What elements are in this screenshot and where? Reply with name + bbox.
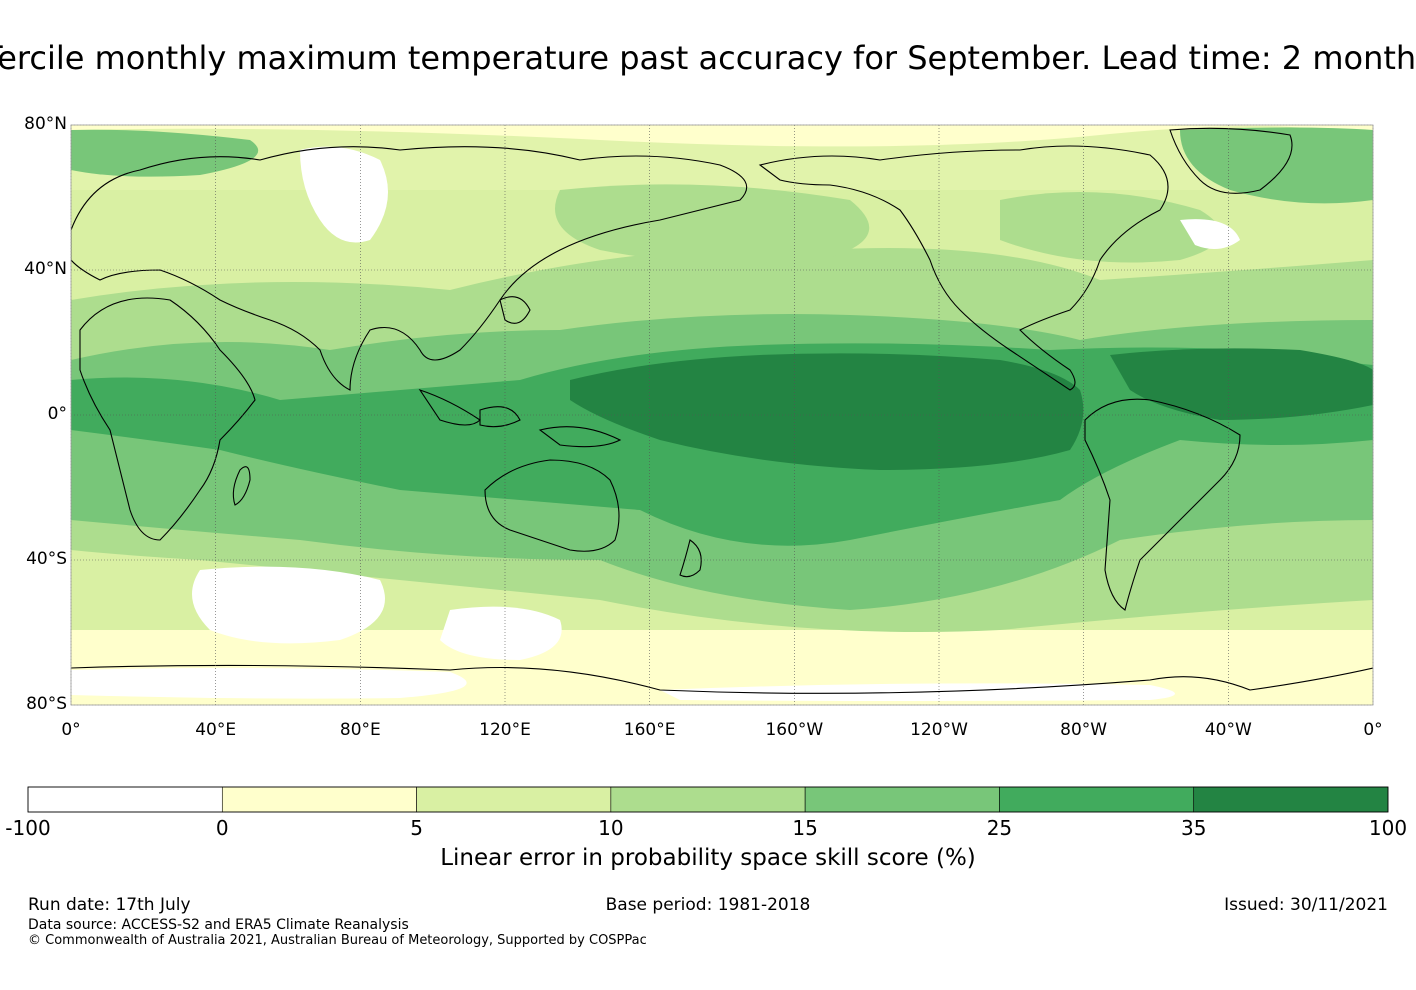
colorbar-segment bbox=[999, 786, 1195, 813]
skill-zone-35-plus-pacific bbox=[570, 353, 1084, 470]
data-source: Data source: ACCESS-S2 and ERA5 Climate … bbox=[28, 917, 409, 933]
coastline-africa bbox=[79, 297, 256, 541]
latitude-label: 80°S bbox=[26, 694, 67, 714]
coastline-madagascar bbox=[232, 466, 251, 506]
skill-zone-north-pacific bbox=[555, 184, 870, 264]
skill-zone-negative-south-ocean bbox=[440, 606, 562, 660]
coastline-eurasia bbox=[71, 146, 748, 391]
map-frame bbox=[70, 124, 1374, 706]
colorbar-segment bbox=[1193, 786, 1389, 813]
longitude-label: 120°W bbox=[910, 720, 968, 740]
longitude-label: 160°W bbox=[765, 720, 824, 740]
latitude-label: 40°N bbox=[24, 259, 67, 279]
title-container: Tercile monthly maximum temperature past… bbox=[0, 0, 1416, 110]
coastline-north-america bbox=[758, 145, 1169, 391]
longitude-label: 120°E bbox=[479, 720, 531, 740]
coastline-south-america bbox=[1084, 398, 1241, 611]
colorbar-tick-label: 15 bbox=[792, 816, 818, 840]
coastlines bbox=[71, 127, 1373, 694]
colorbar-segment bbox=[27, 786, 223, 813]
map-title: Tercile monthly maximum temperature past… bbox=[0, 39, 1416, 77]
run-date: Run date: 17th July bbox=[28, 895, 191, 915]
coastline-japan bbox=[499, 296, 531, 324]
coastline-new-zealand bbox=[679, 539, 702, 578]
longitude-label: 80°E bbox=[339, 720, 381, 740]
longitude-label: 160°E bbox=[623, 720, 676, 740]
colorbar-tick-label: 5 bbox=[410, 816, 423, 840]
colorbar-tick-label: -100 bbox=[5, 816, 51, 840]
latitude-label: 40°S bbox=[26, 549, 67, 569]
skill-zone-35-plus-atlantic bbox=[1110, 348, 1373, 420]
skill-zone-negative-south-indian bbox=[192, 566, 385, 644]
colorbar bbox=[27, 786, 1389, 813]
longitude-label: 40°W bbox=[1204, 720, 1252, 740]
skill-zone-arctic-light bbox=[71, 126, 1373, 190]
longitude-label: 40°E bbox=[195, 720, 237, 740]
skill-zone-negative-siberia bbox=[300, 146, 388, 243]
skill-zone-negative-labrador bbox=[1180, 219, 1240, 249]
latitude-label: 80°N bbox=[24, 114, 67, 134]
longitude-label: 0° bbox=[1363, 720, 1383, 740]
colorbar-tick-label: 25 bbox=[986, 816, 1013, 840]
colorbar-tick-label: 35 bbox=[1180, 816, 1207, 840]
coastline-greenland bbox=[1169, 127, 1293, 194]
skill-zone-negative-antarctica bbox=[71, 667, 467, 699]
skill-zone-norway-sea bbox=[71, 129, 259, 177]
issued-date: Issued: 30/11/2021 bbox=[1224, 895, 1388, 915]
base-period: Base period: 1981-2018 bbox=[605, 895, 811, 915]
colorbar-frame bbox=[27, 786, 1389, 813]
colorbar-tick-label: 100 bbox=[1368, 816, 1408, 840]
longitude-label: 0° bbox=[61, 720, 81, 740]
colorbar-segment bbox=[610, 786, 806, 813]
coastline-antarctica bbox=[71, 664, 1373, 694]
colorbar-title: Linear error in probability space skill … bbox=[440, 845, 976, 871]
colorbar-segment bbox=[416, 786, 612, 813]
coastline-borneo bbox=[479, 406, 521, 428]
skill-zone-north-atlantic bbox=[1000, 192, 1221, 263]
copyright: © Commonwealth of Australia 2021, Austra… bbox=[28, 933, 647, 948]
coastline-australia bbox=[484, 459, 620, 552]
colorbar-tick-label: 0 bbox=[215, 816, 229, 840]
coastline-new-guinea bbox=[538, 426, 622, 448]
colorbar-segment bbox=[804, 786, 1000, 813]
colorbar-segment bbox=[221, 786, 417, 813]
colorbar-tick-label: 10 bbox=[598, 816, 624, 840]
latitude-label: 0° bbox=[47, 404, 67, 424]
longitude-label: 80°W bbox=[1060, 720, 1108, 740]
